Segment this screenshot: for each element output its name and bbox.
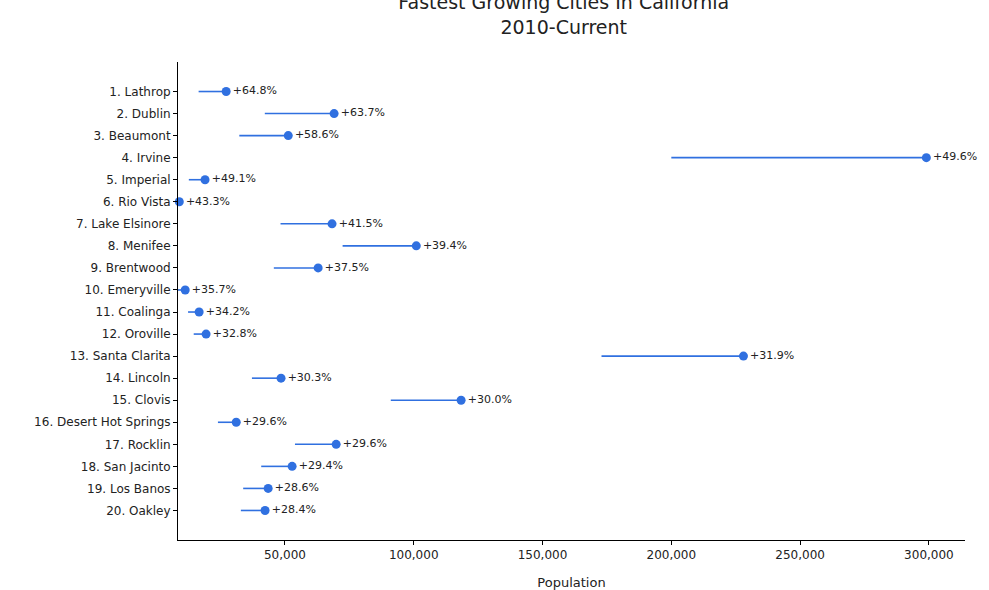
svg-text:+30.0%: +30.0% xyxy=(468,393,512,406)
svg-text:+34.2%: +34.2% xyxy=(206,305,250,318)
svg-text:+30.3%: +30.3% xyxy=(288,371,332,384)
svg-text:5. Imperial: 5. Imperial xyxy=(106,173,170,187)
svg-text:+28.6%: +28.6% xyxy=(275,481,319,494)
svg-text:50,000: 50,000 xyxy=(264,548,306,562)
svg-text:8. Menifee: 8. Menifee xyxy=(108,239,171,253)
svg-text:+29.4%: +29.4% xyxy=(299,459,343,472)
svg-text:200,000: 200,000 xyxy=(647,548,697,562)
svg-text:4. Irvine: 4. Irvine xyxy=(121,151,170,165)
svg-text:+39.4%: +39.4% xyxy=(423,239,467,252)
svg-text:11. Coalinga: 11. Coalinga xyxy=(95,305,170,319)
svg-text:100,000: 100,000 xyxy=(389,548,439,562)
svg-text:18. San Jacinto: 18. San Jacinto xyxy=(81,460,171,474)
svg-text:+31.9%: +31.9% xyxy=(750,349,794,362)
svg-text:3. Beaumont: 3. Beaumont xyxy=(93,129,170,143)
svg-text:Fastest Growing Cities In Cali: Fastest Growing Cities In California2010… xyxy=(398,0,729,38)
svg-text:14. Lincoln: 14. Lincoln xyxy=(105,371,170,385)
svg-text:+41.5%: +41.5% xyxy=(339,217,383,230)
svg-text:+32.8%: +32.8% xyxy=(213,327,257,340)
svg-text:6. Rio Vista: 6. Rio Vista xyxy=(103,195,171,209)
svg-text:+43.3%: +43.3% xyxy=(186,195,230,208)
svg-text:+63.7%: +63.7% xyxy=(341,106,385,119)
svg-text:+35.7%: +35.7% xyxy=(192,283,236,296)
svg-text:250,000: 250,000 xyxy=(775,548,825,562)
svg-text:+58.6%: +58.6% xyxy=(295,128,339,141)
svg-text:1. Lathrop: 1. Lathrop xyxy=(109,85,170,99)
svg-text:300,000: 300,000 xyxy=(904,548,954,562)
svg-text:19. Los Banos: 19. Los Banos xyxy=(87,482,171,496)
svg-text:16. Desert Hot Springs: 16. Desert Hot Springs xyxy=(34,415,170,429)
svg-text:17. Rocklin: 17. Rocklin xyxy=(105,438,171,452)
svg-text:13. Santa Clarita: 13. Santa Clarita xyxy=(70,349,171,363)
svg-text:10. Emeryville: 10. Emeryville xyxy=(85,283,171,297)
svg-text:20. Oakley: 20. Oakley xyxy=(106,504,170,518)
svg-text:Population: Population xyxy=(537,575,605,590)
svg-text:+29.6%: +29.6% xyxy=(243,415,287,428)
svg-text:+37.5%: +37.5% xyxy=(325,261,369,274)
svg-text:15. Clovis: 15. Clovis xyxy=(112,393,171,407)
svg-text:+28.4%: +28.4% xyxy=(272,503,316,516)
svg-text:150,000: 150,000 xyxy=(518,548,568,562)
svg-text:+64.8%: +64.8% xyxy=(233,84,277,97)
svg-text:9. Brentwood: 9. Brentwood xyxy=(91,261,171,275)
svg-text:+29.6%: +29.6% xyxy=(343,437,387,450)
svg-text:12. Oroville: 12. Oroville xyxy=(102,327,171,341)
svg-text:2. Dublin: 2. Dublin xyxy=(117,107,171,121)
svg-text:+49.1%: +49.1% xyxy=(212,172,256,185)
svg-text:7. Lake Elsinore: 7. Lake Elsinore xyxy=(76,217,171,231)
svg-text:+49.6%: +49.6% xyxy=(933,150,977,163)
